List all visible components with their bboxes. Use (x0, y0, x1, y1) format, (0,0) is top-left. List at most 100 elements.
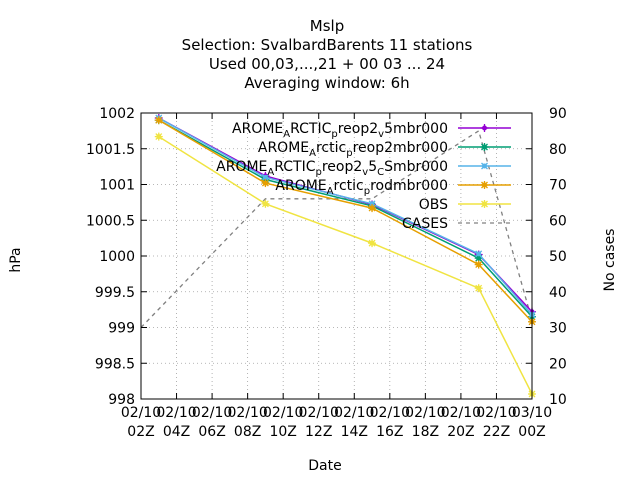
series-layer (140, 114, 536, 398)
y2-tick-label-8: 90 (549, 106, 567, 122)
x-tick-label-hour-1: 04Z (163, 424, 190, 440)
y-tick-label-5: 1000.5 (86, 213, 135, 229)
y-tick-label-0: 998 (108, 392, 135, 408)
legend-label-0-text-1: reop2 (338, 121, 378, 137)
legend-label-0-sub-1: p (331, 129, 337, 140)
x-tick-label-date-8: 02/10 (405, 405, 445, 421)
title-line-0: Mslp (310, 17, 344, 35)
x-tick-label-date-11: 03/10 (512, 405, 552, 421)
x-tick-label-date-6: 02/10 (334, 405, 374, 421)
series-4-point-3 (474, 284, 483, 293)
legend-label-2-main: AROME (216, 159, 267, 175)
y-tick-label-6: 1001 (99, 178, 135, 194)
x-tick-label-date-10: 02/10 (476, 405, 516, 421)
legend-label-1-text-1: reop2mbr000 (353, 140, 448, 156)
y2-tick-label-4: 50 (549, 249, 567, 265)
x-tick-label-date-2: 02/10 (192, 405, 232, 421)
series-4-point-1-dot (262, 201, 268, 207)
x-axis-label: Date (308, 458, 341, 474)
series-4-point-2 (368, 239, 377, 248)
legend-marker-3-dot (482, 182, 487, 188)
y2-tick-label-0: 10 (549, 392, 567, 408)
series-3-point-0-dot (156, 117, 162, 123)
y-tick-label-2: 999 (108, 321, 135, 337)
legend-label-5: CASES (402, 216, 448, 232)
legend-label-2: AROMEARCTICpreop2v5CSmbr000 (216, 159, 448, 178)
x-tick-label-hour-11: 00Z (518, 424, 545, 440)
series-3 (154, 116, 536, 326)
legend-marker-1 (480, 143, 489, 151)
x-tick-label-date-0: 02/10 (121, 405, 161, 421)
legend-label-3-sub-0: A (327, 186, 334, 197)
legend-label-1-text-0: rctic (316, 140, 346, 156)
series-2-point-3-dot (476, 251, 482, 257)
y2-tick-label-2: 30 (549, 321, 567, 337)
x-tick-label-date-7: 02/10 (370, 405, 410, 421)
x-tick-label-hour-4: 10Z (269, 424, 296, 440)
legend-marker-4 (480, 200, 489, 208)
legend-label-4-main: OBS (419, 197, 448, 213)
legend-marker-0-dot (482, 125, 487, 131)
y-tick-label-1: 998.5 (95, 356, 135, 372)
series-4-point-0-dot (156, 134, 162, 140)
legend-label-0: AROMEARCTICpreop2v5mbr000 (232, 121, 448, 140)
legend-label-2-text-2: 5 (368, 159, 377, 175)
series-3-point-2-dot (369, 205, 375, 211)
x-tick-label-hour-6: 14Z (341, 424, 368, 440)
series-2-point-1 (261, 173, 269, 181)
series-1-point-3-dot (476, 255, 482, 261)
legend-label-1-sub-1: p (346, 148, 352, 159)
x-tick-label-date-9: 02/10 (441, 405, 481, 421)
legend-label-3-sub-1: p (364, 186, 370, 197)
series-3-point-3-dot (476, 262, 482, 268)
legend-label-2-sub-0: A (267, 167, 274, 178)
x-tick-label-hour-9: 20Z (447, 424, 474, 440)
title-line-3: Averaging window: 6h (244, 74, 409, 92)
legend-label-3: AROMEArcticprodmbr000 (275, 178, 448, 197)
legend-label-3-text-1: rodmbr000 (370, 178, 448, 194)
series-line-4 (158, 135, 533, 395)
legend-label-2-text-3: Smbr000 (384, 159, 448, 175)
series-4-point-2-dot (369, 240, 375, 246)
legend-marker-2-dot (482, 163, 487, 169)
legend-label-2-sub-2: v (362, 167, 368, 178)
y2-tick-label-1: 20 (549, 356, 567, 372)
y2-tick-label-3: 40 (549, 285, 567, 301)
legend-label-0-sub-0: A (283, 129, 290, 140)
series-4-point-0 (154, 132, 163, 141)
x-tick-label-date-3: 02/10 (227, 405, 267, 421)
x-tick-label-date-4: 02/10 (263, 405, 303, 421)
legend-label-5-main: CASES (402, 216, 448, 232)
series-3-point-3 (474, 260, 483, 269)
series-3-point-2 (368, 204, 377, 213)
legend-label-1-sub-0: A (309, 148, 316, 159)
x-tick-label-hour-5: 12Z (305, 424, 332, 440)
x-tick-label-hour-7: 16Z (376, 424, 403, 440)
legend-label-2-text-0: RCTIC (274, 159, 315, 175)
legend-label-0-main: AROME (232, 121, 283, 137)
y2-tick-label-6: 70 (549, 178, 567, 194)
legend-marker-1-dot (482, 144, 487, 150)
legend-marker-0 (480, 124, 489, 132)
x-tick-label-hour-0: 02Z (127, 424, 154, 440)
legend-label-4: OBS (419, 197, 448, 213)
legend-label-2-text-1: reop2 (322, 159, 362, 175)
legend-label-0-text-0: RCTIC (290, 121, 331, 137)
series-3-point-0 (154, 116, 163, 125)
series-2-point-1-dot (262, 174, 268, 180)
legend-marker-3 (480, 181, 489, 189)
series-3-point-1-dot (262, 180, 268, 186)
y-tick-label-8: 1002 (99, 106, 135, 122)
legend-label-2-sub-1: p (316, 167, 322, 178)
legend-label-2-sub-3: C (377, 167, 384, 178)
legend-label-3-main: AROME (275, 178, 326, 194)
title-line-2: Used 00,03,...,21 + 00 03 ... 24 (209, 55, 445, 73)
series-2-point-3 (475, 250, 483, 258)
x-tick-label-date-1: 02/10 (156, 405, 196, 421)
legend-label-0-text-2: 5mbr000 (384, 121, 448, 137)
legend-label-1: AROMEArcticpreop2mbr000 (258, 140, 448, 159)
y-tick-label-3: 999.5 (95, 285, 135, 301)
series-2-point-2-dot (369, 201, 375, 207)
legend-marker-2 (481, 162, 488, 170)
legend-marker-4-dot (482, 201, 487, 207)
